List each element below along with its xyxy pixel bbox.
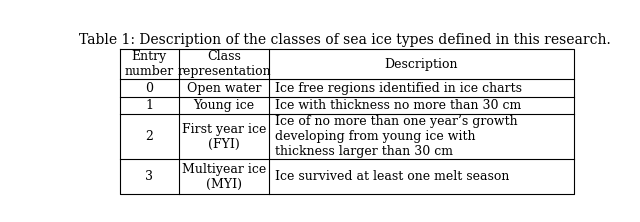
Text: Table 1: Description of the classes of sea ice types defined in this research.: Table 1: Description of the classes of s…: [79, 34, 611, 48]
Text: Ice free regions identified in ice charts: Ice free regions identified in ice chart…: [275, 82, 522, 95]
Text: Class
representation: Class representation: [177, 50, 271, 78]
Text: Open water: Open water: [187, 82, 261, 95]
Text: Multiyear ice
(MYI): Multiyear ice (MYI): [182, 163, 266, 191]
Text: First year ice
(FYI): First year ice (FYI): [182, 123, 266, 151]
Text: Young ice: Young ice: [193, 99, 255, 112]
Text: 0: 0: [145, 82, 153, 95]
Text: 3: 3: [145, 170, 153, 183]
Text: Description: Description: [385, 58, 458, 71]
Text: 2: 2: [145, 130, 153, 143]
Text: Entry
number: Entry number: [125, 50, 174, 78]
Text: Ice with thickness no more than 30 cm: Ice with thickness no more than 30 cm: [275, 99, 522, 112]
Text: Ice survived at least one melt season: Ice survived at least one melt season: [275, 170, 510, 183]
Text: Ice of no more than one year’s growth
developing from young ice with
thickness l: Ice of no more than one year’s growth de…: [275, 115, 518, 158]
Text: 1: 1: [145, 99, 153, 112]
